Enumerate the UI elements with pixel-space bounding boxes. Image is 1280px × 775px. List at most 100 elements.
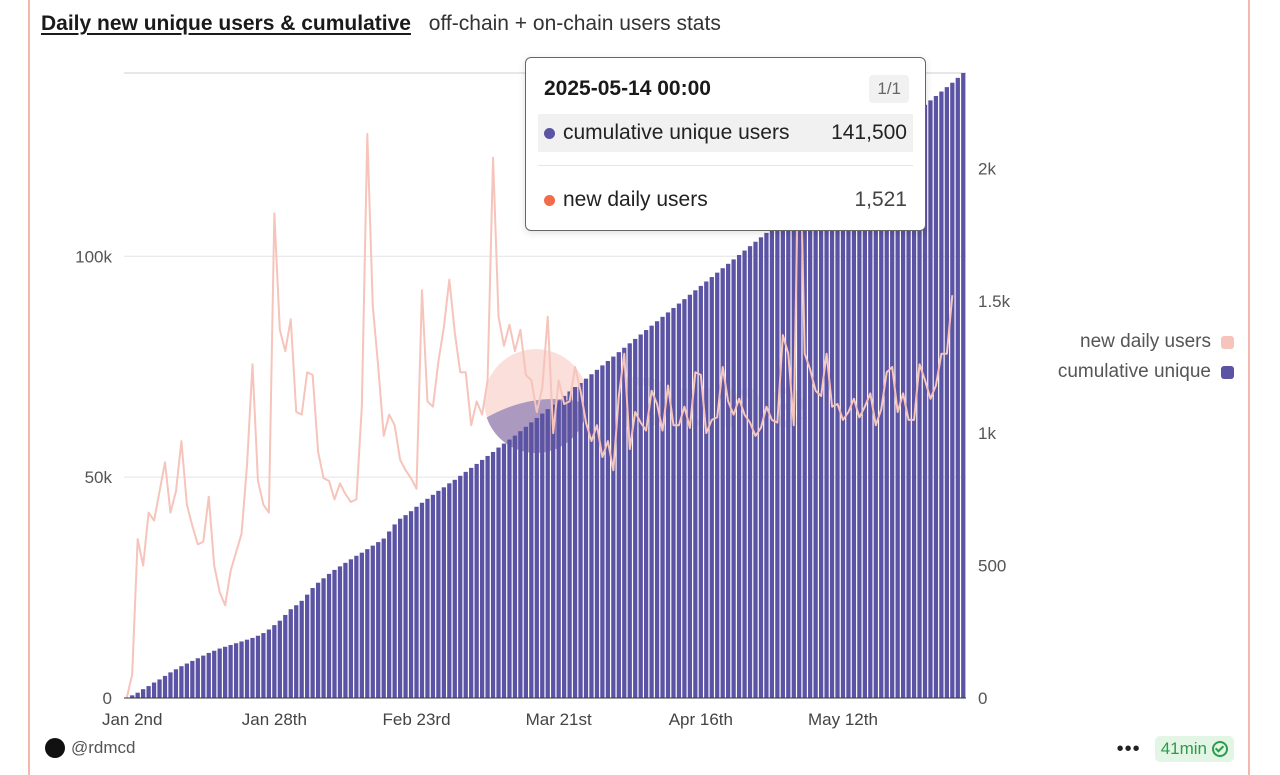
bar bbox=[146, 686, 151, 698]
chart-tooltip: 2025-05-14 00:00 1/1 cumulative unique u… bbox=[525, 57, 926, 231]
bar bbox=[676, 303, 682, 698]
bar bbox=[310, 588, 315, 698]
series-dot-icon bbox=[544, 127, 555, 139]
bar bbox=[233, 643, 239, 698]
bar bbox=[704, 281, 709, 698]
bar bbox=[458, 475, 463, 698]
bar bbox=[693, 290, 698, 698]
author-info[interactable]: @rdmcd bbox=[45, 738, 136, 758]
bar bbox=[567, 391, 572, 698]
tooltip-page-indicator: 1/1 bbox=[869, 75, 909, 103]
bar bbox=[715, 272, 720, 698]
bar bbox=[769, 228, 775, 698]
bar bbox=[485, 455, 490, 698]
bar bbox=[381, 538, 386, 698]
bar bbox=[687, 294, 693, 698]
bar bbox=[141, 689, 146, 698]
bar bbox=[283, 614, 288, 698]
series-dot-icon bbox=[544, 194, 555, 206]
bar bbox=[206, 652, 211, 698]
bar bbox=[157, 679, 162, 698]
bar bbox=[594, 369, 600, 698]
chart-panel bbox=[28, 0, 1250, 775]
bar bbox=[720, 268, 725, 698]
bar bbox=[775, 224, 780, 699]
tooltip-row-label: cumulative unique users bbox=[563, 121, 790, 144]
bar bbox=[736, 254, 742, 698]
bar bbox=[490, 451, 496, 698]
bar bbox=[884, 135, 889, 699]
bar bbox=[392, 524, 397, 698]
right-axis-tick-label: 500 bbox=[978, 557, 1006, 576]
bar bbox=[753, 241, 758, 699]
tooltip-row-value: 1,521 bbox=[854, 188, 907, 211]
bar bbox=[365, 549, 370, 698]
right-axis-tick-label: 0 bbox=[978, 689, 987, 708]
bar bbox=[474, 463, 479, 698]
bar bbox=[425, 498, 430, 698]
legend-item-cumulative-unique[interactable]: cumulative unique bbox=[1058, 357, 1234, 387]
bar bbox=[654, 321, 660, 698]
bar bbox=[332, 569, 337, 698]
bar bbox=[583, 378, 589, 698]
bar bbox=[266, 629, 272, 698]
legend-label: cumulative unique bbox=[1057, 361, 1211, 382]
bar bbox=[321, 578, 326, 698]
bar bbox=[813, 193, 818, 698]
bar bbox=[130, 695, 135, 698]
x-axis-tick-label: Feb 23rd bbox=[382, 710, 450, 729]
bar bbox=[857, 157, 862, 698]
bar bbox=[851, 162, 857, 699]
bar bbox=[512, 435, 518, 698]
bar bbox=[299, 600, 304, 698]
x-axis-tick-label: Apr 16th bbox=[669, 710, 733, 729]
bar bbox=[387, 531, 392, 698]
legend-label: new daily users bbox=[1080, 331, 1211, 352]
bar bbox=[162, 675, 168, 698]
left-axis-tick-label: 50k bbox=[85, 468, 113, 487]
bar bbox=[638, 334, 643, 698]
ellipsis-icon[interactable]: ••• bbox=[1116, 737, 1141, 760]
bar bbox=[627, 343, 632, 698]
bar bbox=[250, 637, 255, 698]
bar bbox=[709, 277, 714, 698]
bar bbox=[479, 459, 485, 698]
chart-title-link[interactable]: Daily new unique users & cumulative bbox=[41, 12, 411, 35]
bar bbox=[343, 562, 348, 698]
bar bbox=[501, 443, 507, 698]
bar bbox=[179, 666, 184, 698]
bar bbox=[682, 299, 687, 698]
bar bbox=[786, 215, 791, 699]
bar bbox=[523, 426, 528, 698]
bar bbox=[900, 122, 906, 698]
bar bbox=[879, 140, 884, 698]
bar bbox=[950, 82, 955, 699]
bar bbox=[173, 669, 179, 698]
check-circle-icon bbox=[1212, 741, 1228, 757]
bar bbox=[452, 479, 457, 698]
bar bbox=[611, 356, 616, 698]
freshness-badge[interactable]: 41min bbox=[1154, 736, 1234, 762]
bar bbox=[758, 237, 764, 698]
bar bbox=[414, 506, 419, 698]
bar bbox=[649, 325, 654, 698]
bar bbox=[430, 494, 436, 698]
bar bbox=[660, 316, 665, 698]
chart-header: Daily new unique users & cumulative off-… bbox=[41, 12, 721, 36]
bar bbox=[578, 383, 583, 698]
bar bbox=[605, 360, 611, 698]
left-axis-tick-label: 0 bbox=[103, 689, 112, 708]
bar bbox=[572, 387, 578, 698]
legend-item-new-daily-users[interactable]: new daily users bbox=[1058, 327, 1234, 357]
bar bbox=[890, 131, 895, 698]
bar bbox=[255, 635, 261, 698]
chart-subtitle: off-chain + on-chain users stats bbox=[428, 12, 721, 35]
bar bbox=[764, 232, 769, 699]
right-axis-tick-label: 1.5k bbox=[978, 292, 1011, 311]
bar bbox=[726, 263, 731, 698]
x-axis-tick-label: Jan 2nd bbox=[102, 710, 163, 729]
bar bbox=[168, 672, 173, 698]
author-handle: @rdmcd bbox=[71, 738, 136, 757]
bar bbox=[961, 73, 966, 698]
